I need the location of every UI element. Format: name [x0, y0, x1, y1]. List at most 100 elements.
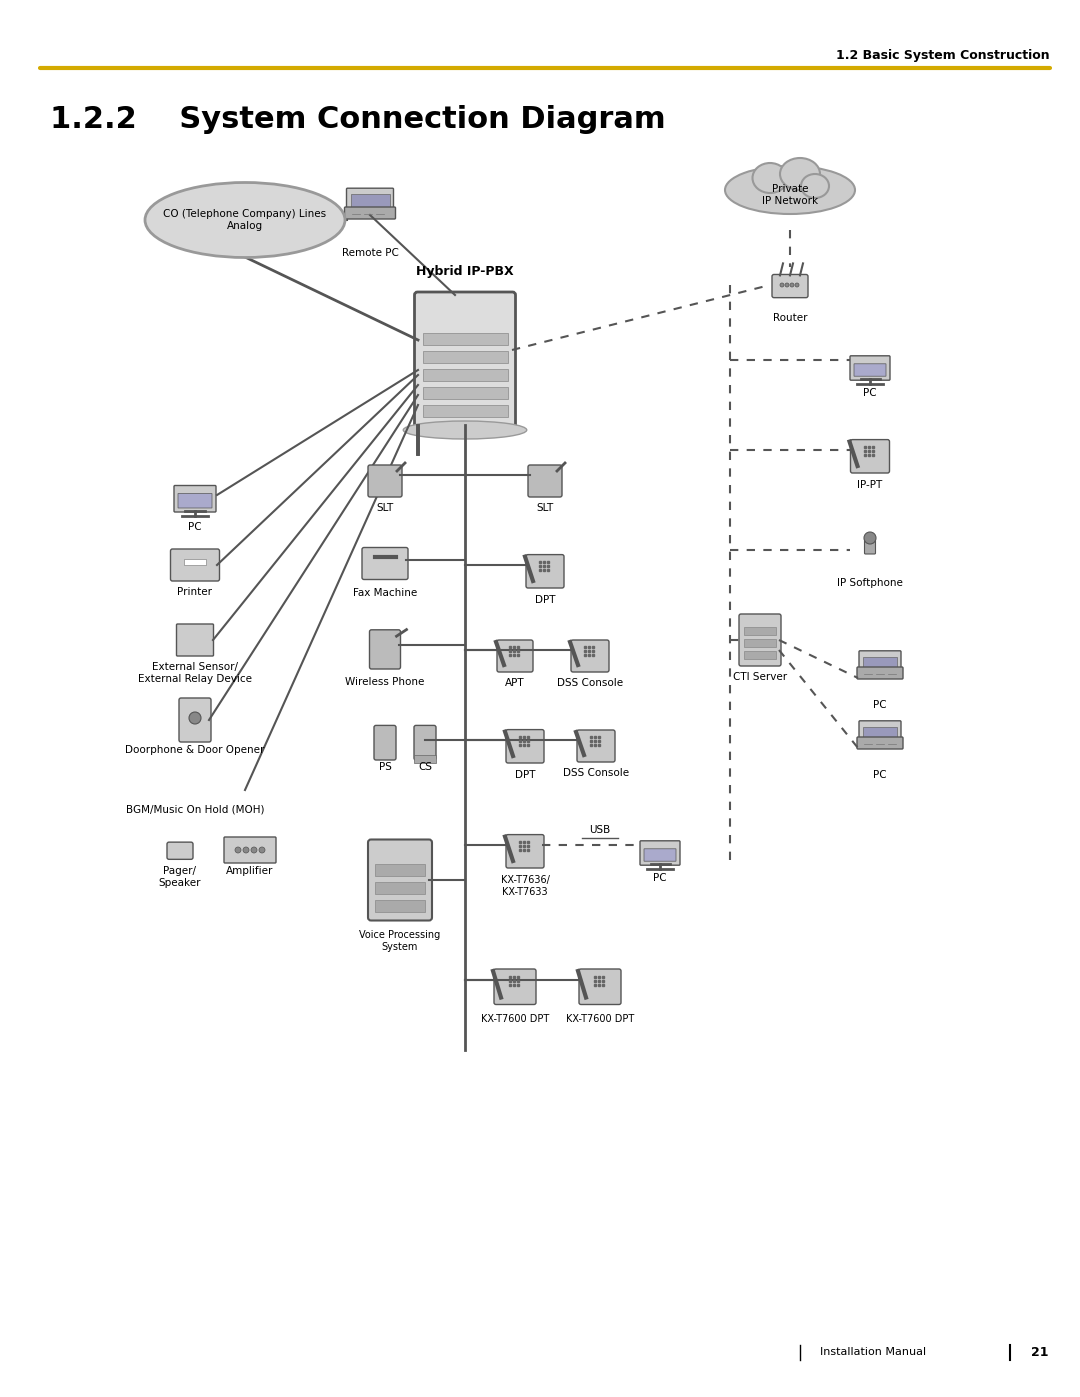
FancyBboxPatch shape [178, 493, 212, 509]
Text: USB: USB [590, 826, 610, 835]
Text: IP Softphone: IP Softphone [837, 578, 903, 588]
Text: Voice Processing
System: Voice Processing System [360, 930, 441, 951]
Bar [422, 369, 508, 381]
Text: DSS Console: DSS Console [563, 768, 629, 778]
Text: External Sensor/
External Relay Device: External Sensor/ External Relay Device [138, 662, 252, 683]
Text: SLT: SLT [376, 503, 393, 513]
Text: Router: Router [773, 313, 807, 323]
Bar [422, 351, 508, 363]
Text: KX-T7600 DPT: KX-T7600 DPT [481, 1014, 549, 1024]
Circle shape [785, 284, 789, 286]
FancyBboxPatch shape [528, 465, 562, 497]
FancyBboxPatch shape [854, 363, 886, 376]
Ellipse shape [145, 183, 345, 257]
FancyBboxPatch shape [224, 837, 276, 863]
Text: 21: 21 [1031, 1345, 1049, 1358]
Text: Amplifier: Amplifier [227, 866, 273, 876]
Text: Installation Manual: Installation Manual [820, 1347, 927, 1356]
Bar [375, 863, 426, 876]
FancyBboxPatch shape [345, 207, 395, 219]
FancyBboxPatch shape [571, 640, 609, 672]
Text: CS: CS [418, 761, 432, 773]
Bar [351, 194, 390, 207]
Bar [863, 726, 897, 738]
Bar [863, 657, 897, 666]
Circle shape [864, 532, 876, 543]
Text: Private
IP Network: Private IP Network [761, 184, 818, 205]
Text: DSS Console: DSS Console [557, 678, 623, 687]
Ellipse shape [780, 158, 820, 190]
Circle shape [251, 847, 257, 854]
FancyBboxPatch shape [174, 486, 216, 511]
FancyBboxPatch shape [362, 548, 408, 580]
Circle shape [235, 847, 241, 854]
FancyBboxPatch shape [179, 698, 211, 742]
Bar [744, 638, 777, 647]
Text: 1.2 Basic System Construction: 1.2 Basic System Construction [836, 49, 1050, 61]
Bar [375, 882, 426, 894]
Text: Pager/
Speaker: Pager/ Speaker [159, 866, 201, 887]
FancyBboxPatch shape [739, 615, 781, 666]
FancyBboxPatch shape [507, 834, 544, 868]
Text: APT: APT [505, 678, 525, 687]
FancyBboxPatch shape [494, 970, 536, 1004]
Text: PC: PC [863, 388, 877, 398]
FancyBboxPatch shape [644, 849, 676, 861]
Text: CTI Server: CTI Server [733, 672, 787, 682]
Text: PC: PC [874, 770, 887, 780]
FancyBboxPatch shape [526, 555, 564, 588]
Bar [414, 754, 436, 763]
Bar [422, 332, 508, 345]
Ellipse shape [725, 166, 855, 214]
FancyBboxPatch shape [415, 292, 515, 427]
Circle shape [243, 847, 249, 854]
Circle shape [259, 847, 265, 854]
FancyBboxPatch shape [577, 731, 615, 761]
FancyBboxPatch shape [368, 840, 432, 921]
Text: Hybrid IP-PBX: Hybrid IP-PBX [416, 265, 514, 278]
FancyBboxPatch shape [497, 640, 534, 672]
FancyBboxPatch shape [579, 970, 621, 1004]
Circle shape [189, 712, 201, 724]
Circle shape [780, 284, 784, 286]
FancyBboxPatch shape [374, 725, 396, 760]
Text: PC: PC [874, 700, 887, 710]
Text: Remote PC: Remote PC [341, 249, 399, 258]
FancyBboxPatch shape [176, 624, 214, 657]
Text: KX-T7600 DPT: KX-T7600 DPT [566, 1014, 634, 1024]
FancyBboxPatch shape [167, 842, 193, 859]
Text: KX-T7636/
KX-T7633: KX-T7636/ KX-T7633 [500, 875, 550, 897]
Text: CO (Telephone Company) Lines
Analog: CO (Telephone Company) Lines Analog [163, 210, 326, 231]
Text: Doorphone & Door Opener: Doorphone & Door Opener [125, 745, 265, 754]
Ellipse shape [403, 420, 527, 439]
FancyBboxPatch shape [851, 440, 890, 474]
FancyBboxPatch shape [369, 630, 401, 669]
Ellipse shape [801, 175, 829, 198]
Bar [375, 900, 426, 911]
FancyBboxPatch shape [864, 541, 876, 555]
Bar [744, 651, 777, 659]
Bar [744, 627, 777, 636]
FancyBboxPatch shape [640, 841, 680, 865]
FancyBboxPatch shape [414, 725, 436, 760]
Text: DPT: DPT [535, 595, 555, 605]
Text: Fax Machine: Fax Machine [353, 588, 417, 598]
FancyBboxPatch shape [347, 189, 393, 211]
FancyBboxPatch shape [368, 465, 402, 497]
Text: BGM/Music On Hold (MOH): BGM/Music On Hold (MOH) [125, 805, 265, 814]
Text: SLT: SLT [537, 503, 554, 513]
FancyBboxPatch shape [507, 729, 544, 763]
Text: PS: PS [379, 761, 391, 773]
Text: PC: PC [188, 522, 202, 532]
Text: DPT: DPT [515, 770, 536, 780]
FancyBboxPatch shape [858, 666, 903, 679]
Text: IP-PT: IP-PT [858, 481, 882, 490]
Bar [422, 387, 508, 400]
Text: Wireless Phone: Wireless Phone [346, 678, 424, 687]
FancyBboxPatch shape [859, 651, 901, 671]
Text: PC: PC [653, 873, 666, 883]
Ellipse shape [753, 163, 787, 193]
FancyBboxPatch shape [171, 549, 219, 581]
FancyBboxPatch shape [772, 274, 808, 298]
FancyBboxPatch shape [858, 738, 903, 749]
